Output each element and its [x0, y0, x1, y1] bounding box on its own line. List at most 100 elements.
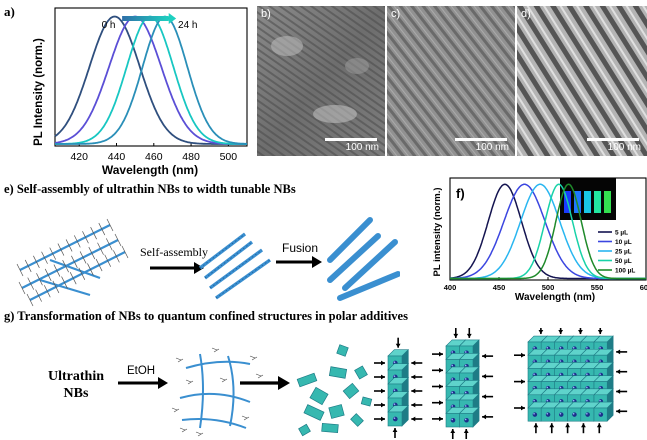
pressure-arrowhead	[439, 416, 443, 422]
scale-bar-b	[325, 138, 377, 141]
quantum-dot-highlight	[464, 364, 467, 367]
scale-text-d: 100 nm	[607, 142, 641, 153]
quantum-dot	[532, 412, 538, 417]
chart-a: PL Intensity (norm.) Wavelength (nm) 420…	[33, 7, 248, 177]
pressure-arrowhead	[463, 429, 469, 433]
nb-network	[179, 353, 251, 429]
quantum-dot-highlight	[393, 403, 396, 405]
chart-f-xtick-label: 500	[542, 283, 555, 292]
quantum-dot-highlight	[393, 417, 396, 419]
transform-arrowhead	[278, 376, 290, 390]
quantum-dot-highlight	[586, 399, 588, 402]
quantum-dot-highlight	[572, 373, 575, 375]
fusion-arrowhead	[312, 256, 322, 268]
chart-a-annotation-end: 24 h	[178, 20, 197, 31]
quantum-dot-highlight	[451, 378, 454, 380]
quantum-dot-highlight	[393, 389, 396, 391]
quantum-dot-highlight	[464, 391, 467, 394]
pressure-arrowhead	[411, 416, 416, 422]
panel-e-heading: e) Self-assembly of ultrathin NBs to wid…	[4, 182, 296, 196]
chart-a-xtick-label: 440	[108, 151, 126, 163]
pressure-arrowhead	[597, 330, 603, 335]
quantum-dot-highlight	[464, 351, 467, 353]
chart-f-legend-label: 10 µL	[615, 239, 632, 246]
pressure-arrowhead	[616, 389, 621, 394]
quantum-dot-highlight	[546, 386, 549, 389]
etoh-label: EtOH	[127, 365, 155, 377]
tem-label-d: d)	[521, 8, 531, 20]
quantum-dot-highlight	[393, 361, 396, 363]
pressure-arrowhead	[450, 429, 456, 433]
pressure-arrowhead	[482, 353, 487, 359]
quantum-dot-highlight	[451, 364, 454, 367]
chart-a-time-arrowhead	[168, 13, 177, 24]
nanoplatelet	[303, 404, 325, 421]
tem-image-b: b) 100 nm	[257, 6, 385, 156]
small-cube-stack	[374, 337, 423, 438]
nanoplatelet	[321, 422, 339, 434]
chart-f-ylabel: PL intensity (norm.)	[432, 187, 443, 276]
quantum-dot-highlight	[586, 413, 588, 415]
pressure-arrowhead	[578, 330, 583, 335]
scale-bar-d	[587, 138, 639, 141]
nanoplatelet	[360, 396, 373, 407]
ultrathin-nbs-label: Ultrathin NBs	[48, 368, 104, 402]
chart-f-xtick-label: 450	[493, 283, 506, 292]
chart-a-xlabel: Wavelength (nm)	[102, 163, 198, 177]
quantum-dot-highlight	[451, 418, 454, 421]
quantum-dot-highlight	[572, 360, 575, 362]
vial-photo	[560, 178, 616, 220]
quantum-dot-highlight	[464, 405, 467, 407]
etoh-arrowhead	[158, 377, 168, 389]
tem-texture-b	[257, 6, 385, 156]
quantum-dot-highlight	[464, 418, 467, 421]
pressure-arrowhead	[411, 374, 416, 380]
pressure-arrowhead	[439, 400, 443, 406]
nanoplatelet	[336, 344, 349, 357]
pressure-arrowhead	[381, 416, 385, 422]
assembled-nbs	[198, 232, 271, 300]
pressure-arrowhead	[411, 360, 416, 366]
quantum-dot-highlight	[533, 360, 535, 362]
quantum-dot-highlight	[599, 373, 601, 375]
quantum-dot-highlight	[546, 373, 549, 375]
chart-a-ylabel: PL Intensity (norm.)	[33, 38, 45, 146]
ultrathin-label-line1: Ultrathin	[48, 369, 104, 384]
chart-a-xtick-label: 420	[70, 151, 88, 163]
quantum-dot-highlight	[572, 347, 575, 349]
pressure-arrowhead	[538, 330, 544, 335]
pressure-arrowhead	[581, 423, 586, 428]
quantum-dot-highlight	[599, 347, 601, 349]
chart-f-xtick-label: 400	[444, 283, 457, 292]
fused-nbs	[327, 217, 400, 301]
quantum-dot-highlight	[572, 413, 575, 415]
tem-image-d: d) 100 nm	[517, 6, 647, 156]
quantum-dot-highlight	[451, 351, 454, 353]
pressure-arrowhead	[596, 423, 602, 428]
quantum-dot-highlight	[559, 386, 562, 389]
pressure-arrowhead	[439, 367, 443, 373]
pressure-arrowhead	[439, 351, 443, 357]
quantum-dot-highlight	[572, 386, 575, 389]
chart-f-xlabel: Wavelength (nm)	[515, 292, 595, 302]
chart-a-xtick-label: 500	[220, 151, 238, 163]
nanoplatelet	[350, 413, 364, 427]
scale-text-b: 100 nm	[345, 142, 379, 153]
panel-e-diagram: Self-assembly Fusion	[16, 217, 400, 307]
tem-image-c: c) 100 nm	[387, 6, 515, 156]
quantum-dot-highlight	[533, 373, 535, 375]
chart-a-series-1	[54, 15, 247, 145]
nanoplatelet	[354, 365, 368, 380]
panel-letter-a: a)	[4, 4, 15, 19]
pressure-arrowhead	[565, 423, 570, 428]
quantum-dot	[598, 412, 604, 417]
chart-a-time-arrow	[122, 16, 169, 21]
nanoplatelet	[309, 386, 329, 406]
self-assembly-label: Self-assembly	[140, 245, 208, 259]
nanoplatelet	[328, 404, 345, 419]
quantum-dot-highlight	[559, 399, 562, 402]
pressure-arrowhead	[381, 402, 385, 408]
chart-f-legend-label: 50 µL	[615, 258, 632, 265]
quantum-dot-highlight	[451, 391, 454, 394]
pressure-arrowhead	[616, 349, 621, 355]
